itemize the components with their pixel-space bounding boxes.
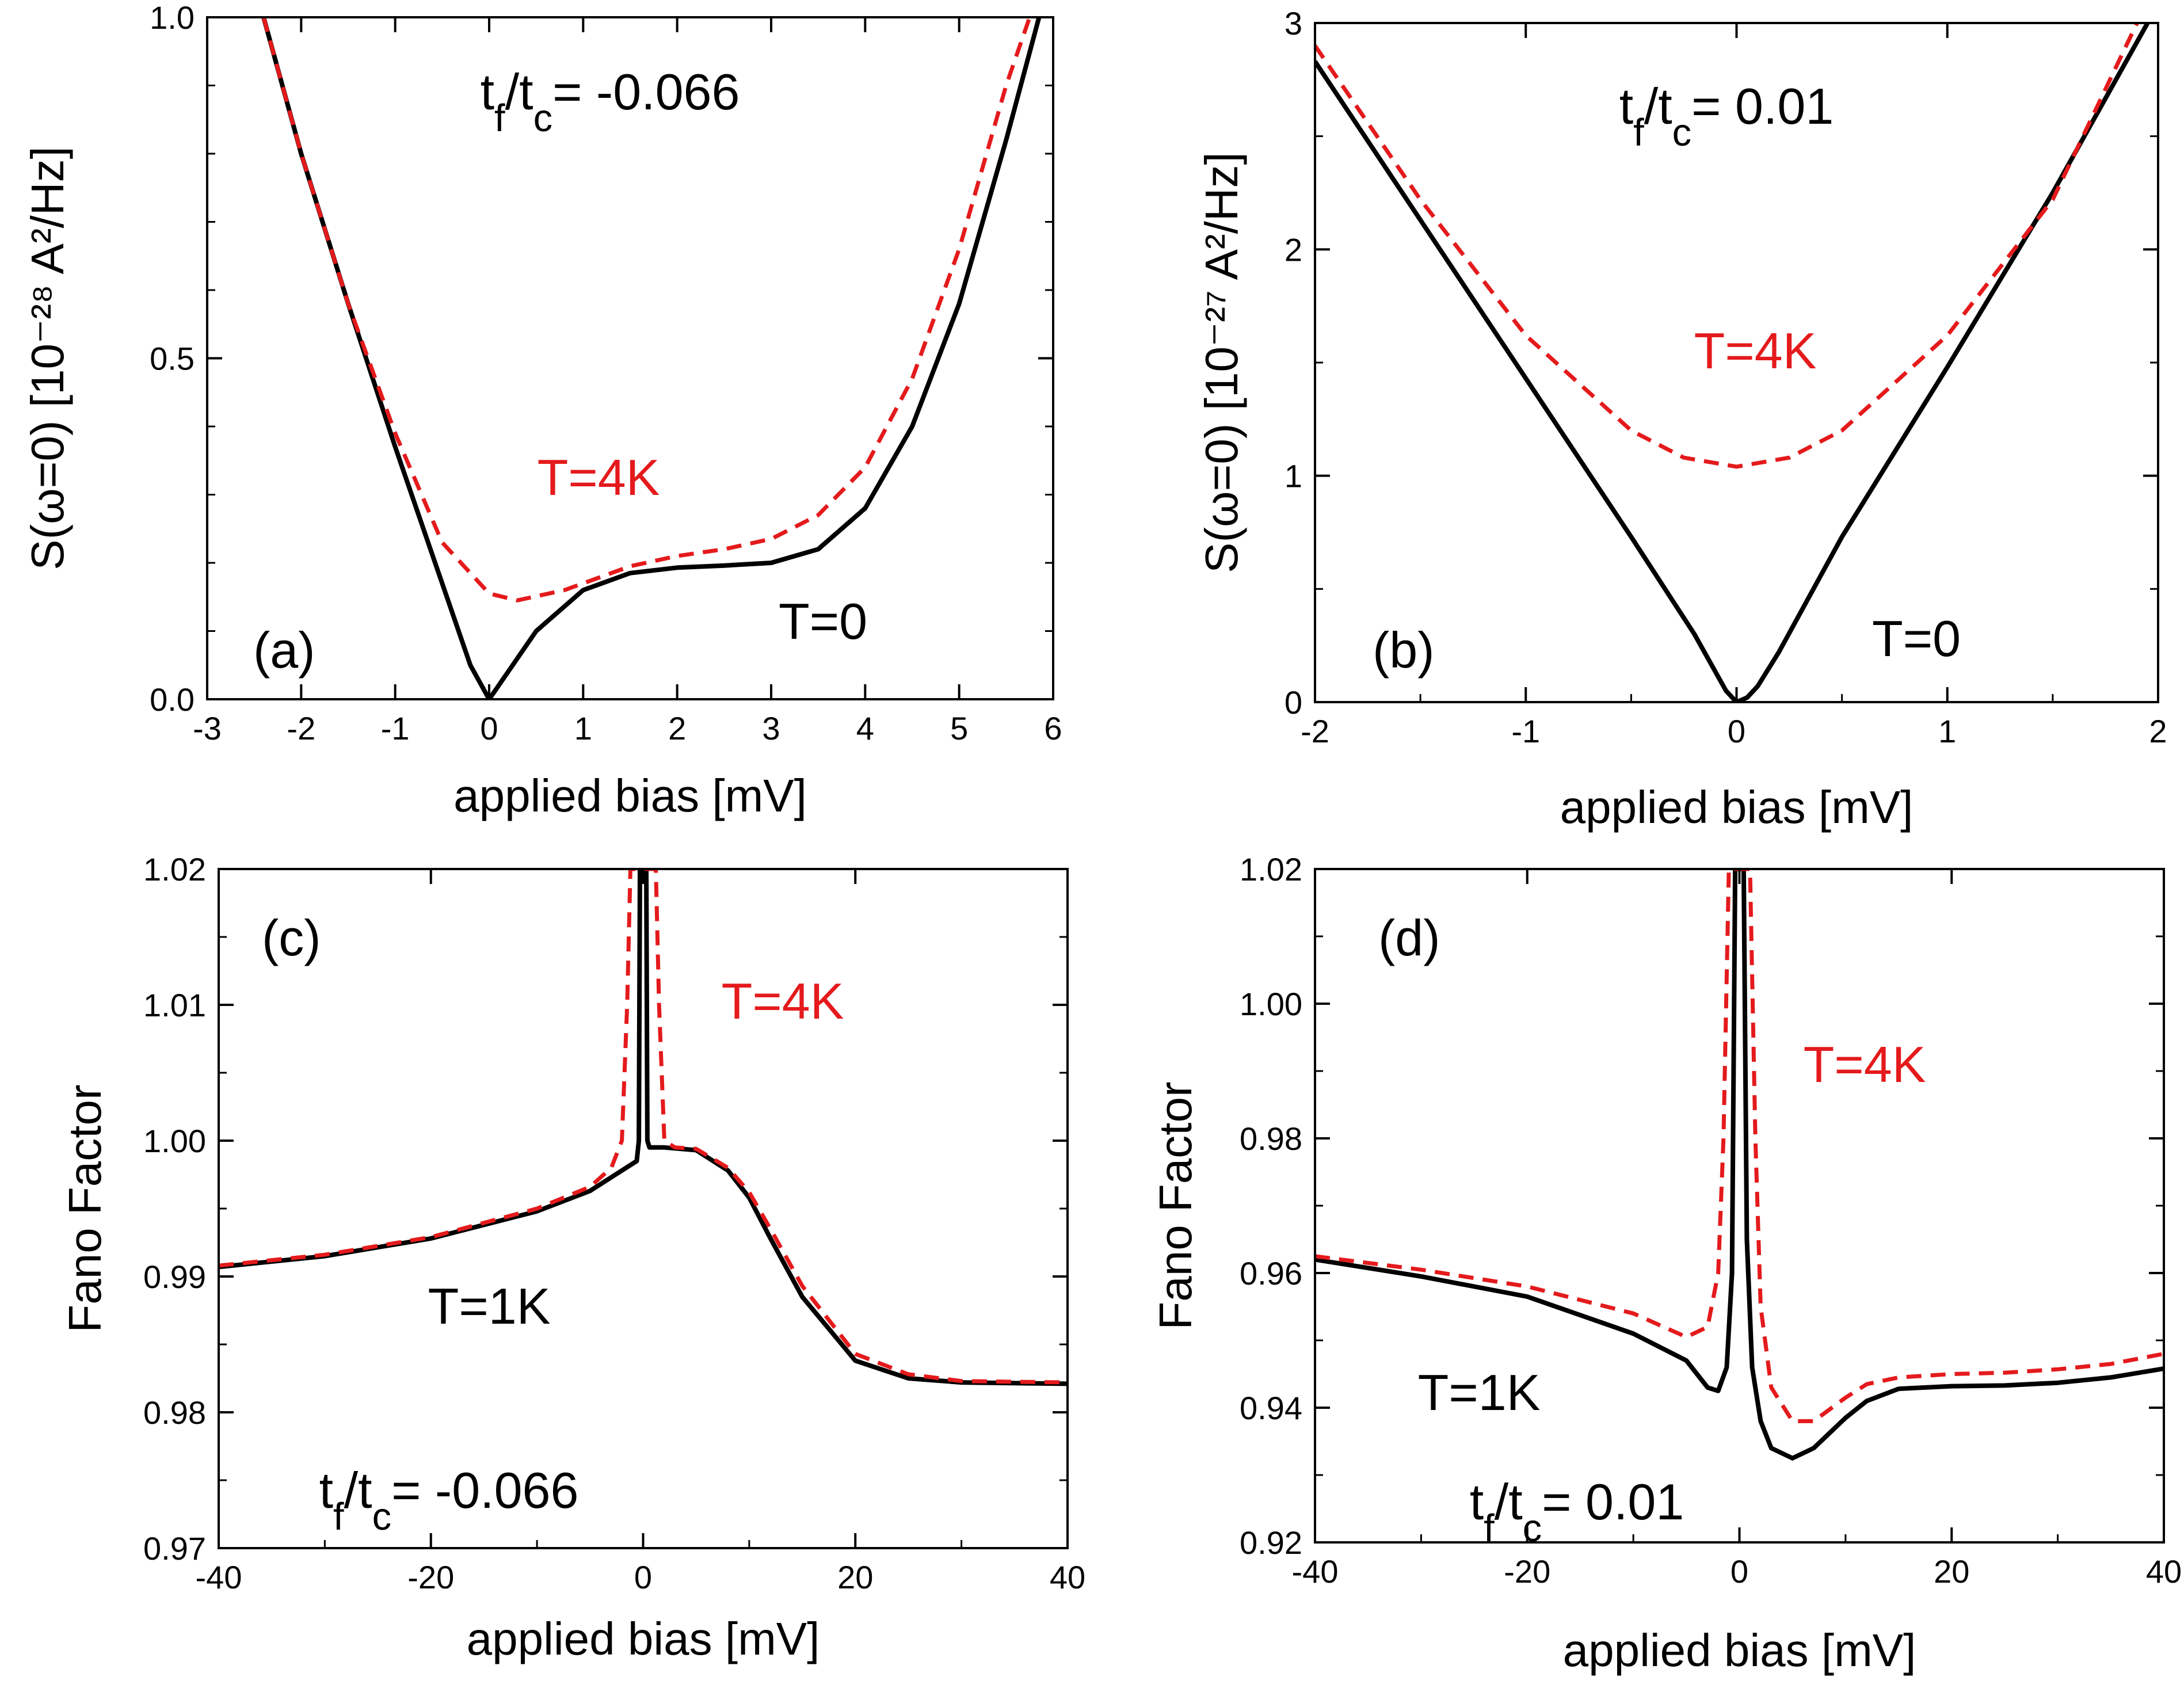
x-tick-label: 0 bbox=[480, 710, 498, 746]
series-line-t4k bbox=[1315, 23, 2139, 469]
y-tick-label: 0.5 bbox=[150, 341, 195, 377]
y-tick-label: 0.98 bbox=[143, 1394, 206, 1431]
annotation-ratio: tf/tc= 0.01 bbox=[1619, 78, 1834, 154]
x-tick-label: -20 bbox=[407, 1559, 454, 1595]
x-tick-label: 5 bbox=[950, 710, 968, 746]
y-axis-title: S(ω=0) [10⁻²⁷ A²/Hz] bbox=[1196, 152, 1247, 573]
y-tick-label: 0.97 bbox=[143, 1530, 206, 1567]
y-tick-label: 0.99 bbox=[143, 1259, 206, 1295]
x-tick-label: 1 bbox=[1938, 713, 1956, 749]
annotation-t4k: T=4K bbox=[1804, 1036, 1926, 1093]
x-tick-label: 1 bbox=[574, 710, 592, 746]
series-line-t1k bbox=[1315, 869, 2164, 1461]
y-tick-label: 1.0 bbox=[150, 0, 195, 36]
annotation-t4k: T=4K bbox=[722, 973, 844, 1030]
series-line-t0 bbox=[261, 17, 1042, 699]
y-tick-label: 0.94 bbox=[1240, 1390, 1302, 1426]
y-tick-label: 3 bbox=[1285, 5, 1302, 41]
y-tick-label: 0 bbox=[1285, 684, 1302, 721]
x-tick-label: 20 bbox=[1934, 1553, 1969, 1590]
x-tick-label: -40 bbox=[196, 1559, 242, 1595]
x-tick-label: 0 bbox=[1731, 1553, 1748, 1590]
y-tick-label: 2 bbox=[1285, 231, 1302, 268]
panel-c: -40 -20 0 20 40 0.97 0.98 0.99 1.00 1.01 1.02 appli… bbox=[59, 851, 1085, 1664]
series-line-t4k bbox=[1315, 869, 2164, 1423]
panel-label: (c) bbox=[262, 909, 321, 966]
y-axis-title: Fano Factor bbox=[1150, 1081, 1201, 1329]
y-tick-label: 1.01 bbox=[143, 987, 206, 1023]
x-tick-label: -2 bbox=[287, 710, 315, 746]
y-tick-label: 1.02 bbox=[143, 851, 206, 887]
x-tick-label: 40 bbox=[1050, 1559, 1085, 1595]
panel-d: -40 -20 0 20 40 0.92 0.94 0.96 0.98 1.00 1.02 appli… bbox=[1150, 851, 2182, 1676]
y-axis-title: Fano Factor bbox=[59, 1084, 110, 1332]
x-tick-label: -3 bbox=[193, 710, 222, 746]
x-tick-label: 0 bbox=[1728, 713, 1745, 749]
x-tick-label: 3 bbox=[762, 710, 780, 746]
annotation-t4k: T=4K bbox=[538, 449, 660, 506]
y-tick-label: 0.98 bbox=[1240, 1121, 1302, 1157]
x-tick-label: -2 bbox=[1301, 713, 1329, 749]
annotation-t4k: T=4K bbox=[1694, 322, 1817, 379]
x-tick-label: 4 bbox=[856, 710, 874, 746]
x-axis-title: applied bias [mV] bbox=[1563, 1625, 1916, 1676]
annotation-ratio: tf/tc= 0.01 bbox=[1470, 1473, 1684, 1550]
x-tick-label: -1 bbox=[1511, 713, 1540, 749]
x-tick-label: -20 bbox=[1504, 1553, 1550, 1590]
x-axis-title: applied bias [mV] bbox=[453, 770, 807, 821]
annotation-ratio: tf/tc= -0.066 bbox=[319, 1462, 579, 1538]
plot-frame bbox=[1314, 868, 2165, 1544]
x-axis-title: applied bias [mV] bbox=[467, 1613, 820, 1664]
annotation-ratio: tf/tc= -0.066 bbox=[481, 63, 740, 140]
y-tick-label: 1.02 bbox=[1240, 851, 1302, 887]
x-tick-label: -1 bbox=[381, 710, 410, 746]
panel-a: -3 -2 -1 0 1 2 3 4 5 6 0.0 0.5 1.0 applied bias [mV] S… bbox=[22, 0, 1062, 821]
y-tick-label: 0.96 bbox=[1240, 1255, 1302, 1291]
plot-frame bbox=[218, 868, 1069, 1549]
x-tick-label: 2 bbox=[668, 710, 686, 746]
series-line-t4k bbox=[261, 17, 1032, 603]
x-tick-label: 20 bbox=[837, 1559, 873, 1595]
series-line-t0 bbox=[1315, 23, 2150, 702]
y-tick-label: 1.00 bbox=[143, 1123, 206, 1159]
series-line-t4k bbox=[219, 869, 1068, 1385]
panel-b: -2 -1 0 1 2 0 1 2 3 applied bias [mV] S(ω=0) [10⁻²… bbox=[1196, 5, 2167, 833]
annotation-t1k: T=1K bbox=[428, 1278, 551, 1335]
series-line-t1k bbox=[219, 869, 1068, 1386]
annotation-t1k: T=1K bbox=[1418, 1364, 1541, 1421]
y-tick-label: 1 bbox=[1285, 458, 1302, 494]
x-tick-label: 2 bbox=[2149, 713, 2167, 749]
y-axis-title: S(ω=0) [10⁻²⁸ A²/Hz] bbox=[22, 146, 73, 570]
annotation-t0: T=0 bbox=[779, 593, 867, 650]
panel-label: (d) bbox=[1378, 909, 1440, 966]
x-tick-label: 40 bbox=[2146, 1553, 2182, 1590]
y-tick-label: 0.0 bbox=[150, 681, 195, 718]
x-axis-title: applied bias [mV] bbox=[1560, 782, 1914, 833]
x-tick-label: 0 bbox=[634, 1559, 652, 1595]
panel-label: (a) bbox=[253, 622, 315, 679]
panel-label: (b) bbox=[1373, 622, 1435, 679]
x-tick-label: 6 bbox=[1044, 710, 1062, 746]
y-tick-label: 0.92 bbox=[1240, 1525, 1302, 1561]
y-tick-label: 1.00 bbox=[1240, 986, 1302, 1022]
annotation-t0: T=0 bbox=[1872, 610, 1961, 667]
x-tick-label: -40 bbox=[1292, 1553, 1339, 1590]
